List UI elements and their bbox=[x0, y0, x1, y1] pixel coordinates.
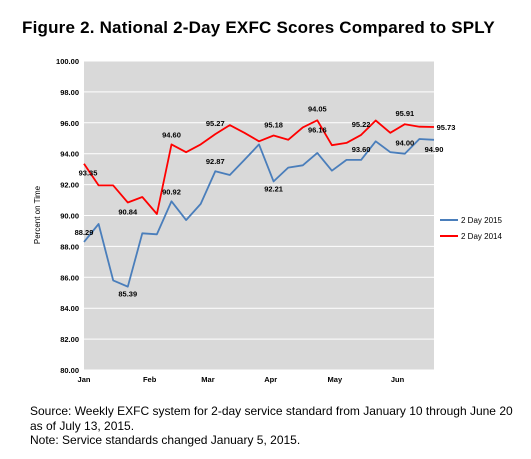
data-label: 93.35 bbox=[79, 169, 98, 178]
data-label: 88.29 bbox=[75, 228, 94, 237]
y-tick-label: 88.00 bbox=[60, 242, 79, 251]
y-tick-label: 94.00 bbox=[60, 150, 79, 159]
legend: 2 Day 2015 2 Day 2014 bbox=[440, 216, 502, 241]
x-axis-ticks: Jan Feb Mar Apr May Jun bbox=[78, 375, 405, 384]
data-label: 94.05 bbox=[308, 104, 327, 113]
y-axis-ticks: 80.00 82.00 84.00 86.00 88.00 90.00 92.00 94.00… bbox=[56, 57, 79, 375]
x-tick-label: May bbox=[328, 375, 343, 384]
x-tick-label: Jan bbox=[78, 375, 91, 384]
y-tick-label: 80.00 bbox=[60, 366, 79, 375]
line-chart: 80.00 82.00 84.00 86.00 88.00 90.00 92.00 94.00… bbox=[33, 57, 502, 384]
data-label: 92.21 bbox=[264, 184, 283, 193]
source-note: Source: Weekly EXFC system for 2-day ser… bbox=[30, 404, 513, 433]
y-tick-label: 98.00 bbox=[60, 88, 79, 97]
y-tick-label: 90.00 bbox=[60, 212, 79, 221]
x-tick-label: Feb bbox=[143, 375, 157, 384]
legend-label: 2 Day 2014 bbox=[461, 232, 502, 241]
data-label: 90.84 bbox=[118, 208, 138, 217]
data-label: 90.92 bbox=[162, 187, 181, 196]
series-group bbox=[83, 119, 435, 288]
data-label: 95.18 bbox=[264, 120, 283, 129]
data-label: 94.60 bbox=[162, 130, 181, 139]
y-tick-label: 100.00 bbox=[56, 57, 79, 66]
data-label: 94.00 bbox=[395, 139, 414, 148]
x-tick-label: Jun bbox=[391, 375, 405, 384]
data-label: 96.16 bbox=[308, 125, 327, 134]
data-label: 85.39 bbox=[118, 290, 137, 299]
data-label: 95.91 bbox=[395, 109, 414, 118]
data-label: 92.87 bbox=[206, 157, 225, 166]
data-label: 95.22 bbox=[352, 120, 371, 129]
y-axis-label: Percent on Time bbox=[33, 185, 42, 244]
data-label: 93.60 bbox=[352, 145, 371, 154]
y-tick-label: 92.00 bbox=[60, 181, 79, 190]
service-note: Note: Service standards changed January … bbox=[30, 433, 301, 447]
series-line-2014 bbox=[83, 119, 435, 215]
data-label: 95.27 bbox=[206, 119, 225, 128]
legend-label: 2 Day 2015 bbox=[461, 216, 502, 225]
series-line-2015 bbox=[83, 138, 435, 288]
y-tick-label: 82.00 bbox=[60, 335, 79, 344]
x-tick-label: Apr bbox=[264, 375, 277, 384]
x-tick-label: Mar bbox=[201, 375, 214, 384]
y-tick-label: 96.00 bbox=[60, 119, 79, 128]
data-label: 95.73 bbox=[437, 123, 456, 132]
data-label: 94.90 bbox=[425, 145, 444, 154]
grid-lines bbox=[84, 60, 434, 371]
y-tick-label: 86.00 bbox=[60, 273, 79, 282]
y-tick-label: 84.00 bbox=[60, 304, 79, 313]
data-labels: 88.29 85.39 90.92 92.87 92.21 93.60 94.00 94.90… bbox=[75, 104, 456, 298]
chart-title: Figure 2. National 2-Day EXFC Scores Com… bbox=[22, 18, 495, 37]
